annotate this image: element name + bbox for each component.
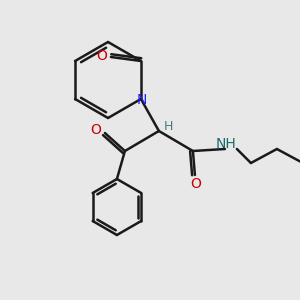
Text: NH: NH xyxy=(215,137,236,151)
Text: O: O xyxy=(91,123,101,137)
Text: N: N xyxy=(137,93,147,107)
Text: H: H xyxy=(164,121,174,134)
Text: O: O xyxy=(97,49,107,63)
Text: O: O xyxy=(190,177,201,191)
